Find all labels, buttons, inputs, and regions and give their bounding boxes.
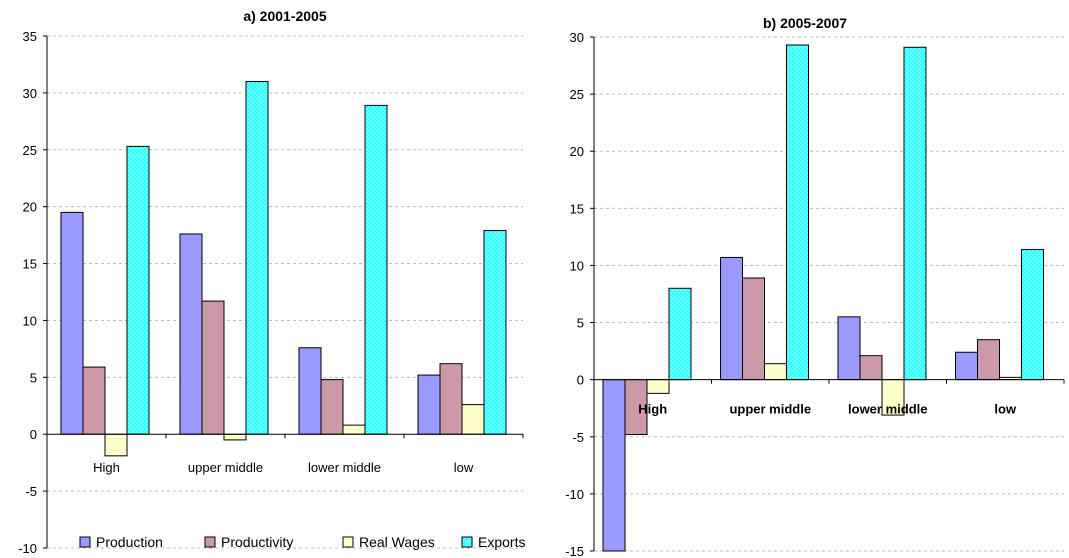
chart-a-bars	[60, 81, 507, 457]
chart-panel-a: a) 2001-2005 -10 -5 0 5 10 15 20 25 30 35 High upp…	[18, 8, 524, 556]
chart-a-category-label: upper middle	[188, 460, 263, 475]
chart-a-y-tick-label: 25	[23, 143, 37, 158]
chart-b-y-tick-label: 5	[577, 316, 584, 331]
chart-b-bar-productivity	[977, 339, 1000, 381]
chart-b-bar-production	[955, 351, 978, 381]
chart-a-bar-productivity	[82, 366, 106, 435]
chart-a-category-label: low	[454, 460, 474, 475]
chart-b-bar-production	[837, 316, 861, 381]
legend-label-exports: Exports	[478, 534, 525, 550]
chart-a-y-tick-label: 5	[30, 370, 37, 385]
chart-a-bar-exports	[126, 145, 150, 435]
chart-a-bar-exports	[245, 81, 269, 435]
legend-swatch-production	[79, 536, 91, 548]
chart-a-bar-real-wages	[461, 404, 485, 435]
legend-swatch-exports	[461, 536, 473, 548]
chart-b-y-tick-label: 25	[570, 87, 584, 102]
chart-a-bar-productivity	[201, 300, 225, 435]
chart-b-y-tick-label: 15	[570, 201, 584, 216]
chart-a-category-label: lower middle	[308, 460, 381, 475]
chart-a-y-tick-label: 15	[23, 257, 37, 272]
legend-swatch-real-wages	[342, 536, 354, 548]
chart-a-bar-real-wages	[104, 433, 128, 457]
chart-b-bar-production	[720, 256, 743, 381]
chart-a-bar-production	[60, 211, 84, 435]
chart-b-y-tick-label: -15	[565, 544, 584, 558]
chart-b-y-tick-label: 0	[577, 373, 584, 388]
chart-b-y-tick-label: 30	[570, 30, 584, 45]
chart-b-category-label: upper middle	[729, 402, 811, 417]
chart-a-bar-production	[298, 347, 322, 435]
chart-b-y-tick-label: -5	[572, 430, 584, 445]
chart-b-y-axis: -15 -10 -5 0 5 10 15 20 25 30	[565, 30, 595, 558]
chart-b-category-label: High	[638, 402, 667, 417]
chart-b-y-tick-label: -10	[565, 487, 584, 502]
chart-a-y-tick-label: 35	[23, 29, 37, 44]
chart-b-gridlines	[594, 36, 1064, 552]
chart-a-y-tick-label: 20	[23, 200, 37, 215]
chart-b-x-axis: High upper middle lower middle low	[594, 379, 1065, 417]
chart-a-bar-productivity	[320, 379, 344, 435]
chart-a-bar-exports	[364, 104, 388, 435]
chart-b-bar-exports	[903, 46, 927, 381]
chart-a-y-axis: -10 -5 0 5 10 15 20 25 30 35	[18, 29, 48, 556]
chart-b-bar-exports	[786, 44, 809, 381]
legend-swatch-productivity	[204, 536, 216, 548]
chart-b-bar-exports	[668, 287, 692, 381]
chart-b-bar-productivity	[742, 277, 765, 381]
chart-b-category-label: lower middle	[848, 402, 927, 417]
chart-b-bar-real-wages	[646, 379, 670, 394]
chart-b-bar-exports	[1021, 248, 1044, 381]
chart-b-y-tick-label: 20	[570, 144, 584, 159]
chart-b-bar-productivity	[859, 355, 883, 381]
legend-label-productivity: Productivity	[221, 534, 293, 550]
chart-a-y-tick-label: 10	[23, 313, 37, 328]
chart-b-category-label: low	[994, 402, 1017, 417]
chart-panel-b: b) 2005-2007 -15 -10 -5 0 5 10 15 20 25 30 High up…	[565, 15, 1065, 558]
chart-a-y-tick-label: 30	[23, 86, 37, 101]
chart-a-bar-real-wages	[223, 433, 247, 441]
chart-a-title: a) 2001-2005	[243, 8, 327, 24]
chart-legend: Production Productivity Real Wages Expor…	[79, 534, 525, 550]
chart-a-category-label: High	[93, 460, 120, 475]
chart-a-bar-exports	[483, 230, 507, 435]
chart-a-y-tick-label: -10	[18, 541, 37, 556]
chart-a-bar-production	[417, 374, 441, 435]
chart-a-bar-real-wages	[342, 424, 366, 435]
chart-a-y-tick-label: -5	[25, 484, 37, 499]
legend-label-production: Production	[96, 534, 163, 550]
chart-b-bar-production	[602, 379, 626, 552]
chart-a-gridlines	[47, 35, 523, 549]
legend-label-real-wages: Real Wages	[359, 534, 435, 550]
chart-a-bar-productivity	[439, 363, 463, 435]
chart-a-bar-production	[179, 233, 203, 435]
chart-b-bars	[602, 44, 1044, 552]
chart-b-title: b) 2005-2007	[763, 15, 847, 31]
chart-b-y-tick-label: 10	[570, 258, 584, 273]
chart-a-y-tick-label: 0	[30, 427, 37, 442]
chart-b-bar-real-wages	[764, 363, 787, 381]
chart-a-x-axis: High upper middle lower middle low	[47, 433, 524, 475]
